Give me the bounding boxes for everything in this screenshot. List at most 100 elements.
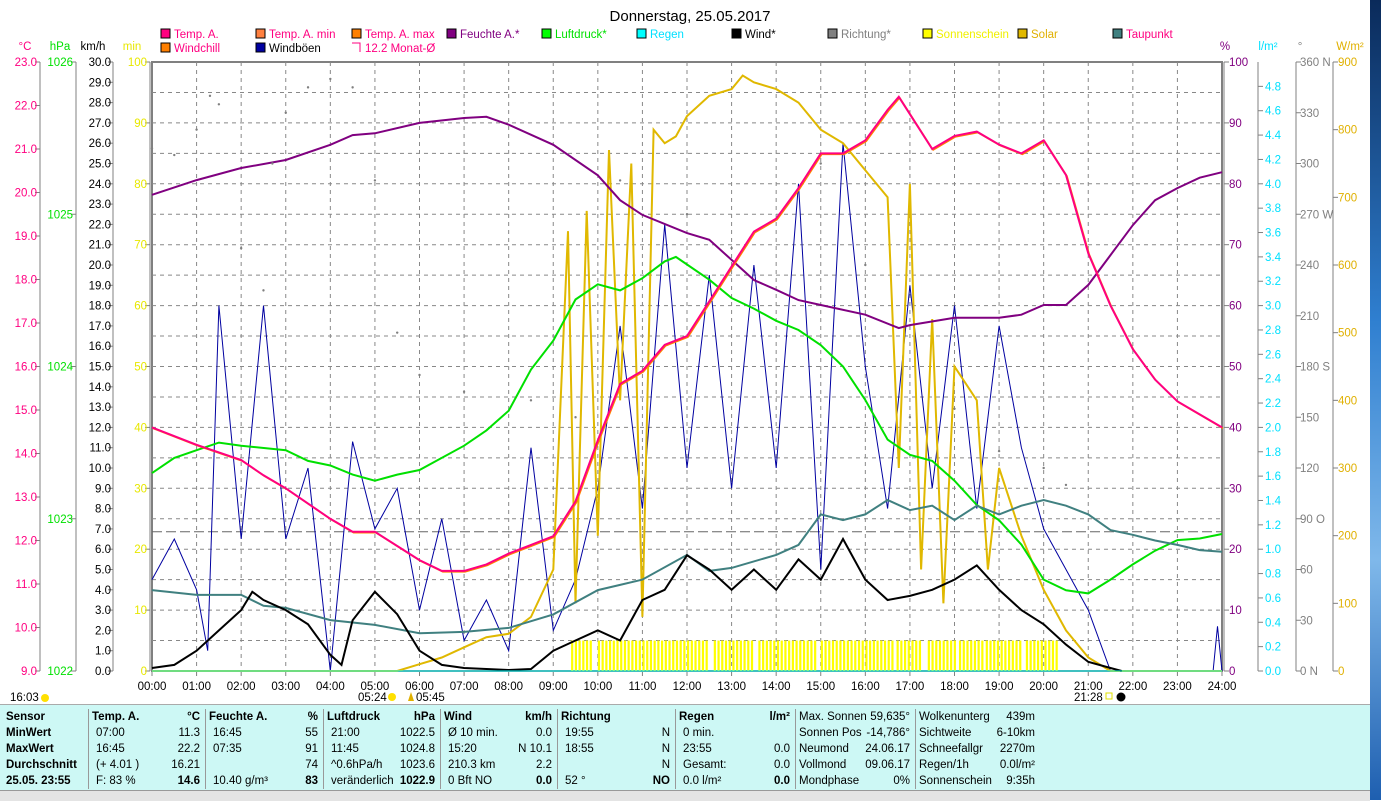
x-tick-label: 09:00 (539, 681, 568, 693)
summary-value: 1024.8 (399, 743, 435, 755)
summary-label: Neumond (799, 743, 849, 755)
sunshine-bar (668, 640, 671, 671)
sunshine-bar (918, 640, 922, 671)
summary-label: Regen (679, 711, 715, 723)
sunshine-bar (935, 640, 938, 671)
summary-label: Sonnenschein (919, 775, 992, 787)
summary-column: Sensor MinWert MaxWert Durchschnitt 25.05. 2… (2, 709, 89, 789)
sunset-time: 21:28 (1074, 692, 1103, 704)
axis-tick-label: 60 (1300, 565, 1313, 577)
axis-tick-label: 0.8 (1265, 569, 1281, 581)
sunshine-bar (799, 640, 802, 671)
summary-value: °C (187, 711, 200, 723)
summary-column: Feuchte A.% 16:45 55 07:35 91 74 10.40 g/m³ 83 (205, 709, 324, 789)
summary-value: N 10.1 (518, 743, 552, 755)
axis-tick-label: 70 (1229, 240, 1242, 252)
axis-tick-label: 270 W (1300, 209, 1333, 221)
axis-tick-label: 180 S (1300, 362, 1330, 374)
direction-point (284, 111, 287, 114)
x-tick-label: 15:00 (806, 681, 835, 693)
x-tick-label: 13:00 (717, 681, 746, 693)
legend-swatch (351, 28, 362, 39)
axis-tick-label: 0.4 (1265, 617, 1282, 629)
legend-swatch (446, 28, 457, 39)
summary-value: 0.0 (536, 775, 552, 787)
sunshine-bar (762, 640, 765, 671)
sunshine-bar (1029, 640, 1032, 671)
axis-tick-label: 19.0 (15, 231, 37, 243)
sunshine-bar (927, 640, 930, 671)
summary-row: 11:45 1024.8 (327, 741, 435, 757)
summary-value: 22.2 (177, 743, 200, 755)
sunshine-bar (946, 640, 949, 671)
sunshine-bar (865, 640, 868, 671)
sunshine-bar (887, 640, 890, 671)
summary-row: Schneefallgr 2270m (919, 741, 1035, 757)
feuchte-a-line (151, 115, 1223, 330)
legend-swatch (922, 28, 933, 39)
sunshine-bar (739, 640, 742, 671)
summary-label: Durchschnitt (6, 759, 77, 771)
summary-label: 21:00 (331, 727, 360, 739)
summary-row: 19:55 N (561, 725, 670, 741)
summary-label: Max. Sonnen (799, 711, 867, 723)
summary-label: Richtung (561, 711, 611, 723)
summary-label: veränderlich (331, 775, 394, 787)
sunshine-bar (687, 640, 690, 671)
status-bar (0, 790, 1370, 801)
x-tick-label: 03:00 (271, 681, 300, 693)
axis-tick-label: 3.4 (1265, 252, 1282, 264)
axis-tick-label: 3.0 (95, 605, 111, 617)
summary-row: Neumond 24.06.17 (799, 741, 910, 757)
axis-unit-label: °C (19, 41, 32, 53)
axis-tick-label: 0.0 (95, 666, 111, 678)
sunshine-bar (938, 640, 942, 671)
axis-tick-label: 15.0 (89, 362, 111, 374)
x-tick-label: 20:00 (1029, 681, 1058, 693)
summary-label: 0 min. (683, 727, 715, 739)
summary-value: hPa (413, 711, 435, 723)
sunshine-bar (1000, 640, 1003, 671)
sunshine-bar (574, 640, 577, 671)
sunshine-bar (915, 640, 918, 671)
summary-label: Luftdruck (327, 711, 381, 723)
summary-row: 0 min. (679, 725, 790, 741)
summary-row: 0 Bft NO 0.0 (444, 773, 552, 789)
direction-point (239, 246, 243, 250)
sunshine-bar (672, 640, 675, 671)
summary-value: 0% (893, 775, 910, 787)
axis-unit-label: l/m² (1258, 41, 1277, 53)
summary-value: 0.0 (774, 743, 790, 755)
sunshine-bar (675, 640, 679, 671)
axis-tick-label: 14.0 (89, 382, 111, 394)
summary-label: ^0.6hPa/h (331, 759, 383, 771)
axis-tick-label: 90 (134, 118, 147, 130)
summary-row: 210.3 km 2.2 (444, 757, 552, 773)
summary-label: 07:00 (96, 727, 125, 739)
summary-header: Feuchte A.% (209, 709, 318, 725)
sunshine-bar (683, 640, 686, 671)
direction-point (997, 449, 1001, 453)
summary-value: 0.0 (774, 759, 790, 771)
axis-tick-label: 240 (1300, 260, 1319, 272)
summary-row: 21:00 1022.5 (327, 725, 435, 741)
summary-row: 10.40 g/m³ 83 (209, 773, 318, 789)
axis-tick-label: 100 (1229, 57, 1248, 69)
dawn-arrow-icon (408, 692, 414, 701)
axis-tick-label: 12.0 (15, 536, 37, 548)
summary-label: F: 83 % (96, 775, 136, 787)
summary-row: Max. Sonnen 59,635° (799, 709, 910, 725)
sunshine-bar (605, 640, 608, 671)
sunshine-bar (747, 640, 750, 671)
legend-label: Feuchte A.* (460, 29, 520, 41)
summary-value: 2.2 (536, 759, 552, 771)
sunshine-bar (1015, 640, 1018, 671)
sunshine-bar (679, 640, 682, 671)
summary-label: 210.3 km (448, 759, 496, 771)
axis-tick-label: 70 (134, 240, 147, 252)
axis-tick-label: 400 (1338, 395, 1357, 407)
legend-swatch (160, 28, 171, 39)
sunshine-bar (578, 640, 581, 671)
sunshine-bar (585, 640, 589, 671)
axis-tick-label: 900 (1338, 57, 1357, 69)
